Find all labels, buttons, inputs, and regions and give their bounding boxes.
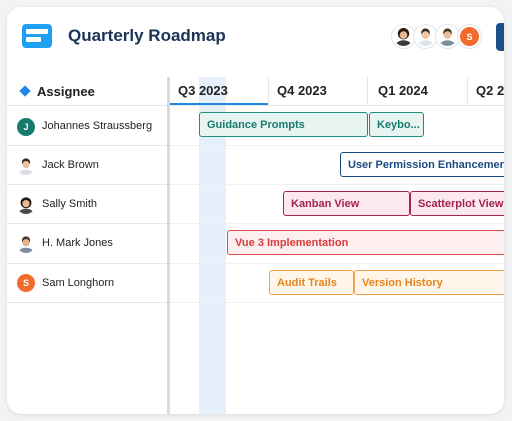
quarter-q4-2023: Q4 2023 <box>277 83 327 98</box>
row-divider <box>170 184 504 185</box>
avatar-letter: J <box>23 122 29 132</box>
quarter-separator <box>367 77 368 105</box>
active-quarter-underline <box>170 103 268 105</box>
header-avatar-1[interactable] <box>392 25 415 48</box>
task-bar-version-history[interactable]: Version History <box>354 270 504 295</box>
header-avatar-2[interactable] <box>414 25 437 48</box>
assignee-column-header[interactable]: Assignee <box>7 77 167 105</box>
header-action-button[interactable] <box>496 23 504 51</box>
assignee-name: Johannes Straussberg <box>42 120 153 132</box>
header-avatar-3[interactable] <box>436 25 459 48</box>
header-divider <box>7 105 504 106</box>
quarter-q3-2023: Q3 2023 <box>178 83 228 98</box>
row-divider <box>7 184 167 185</box>
quarter-q2-2024: Q2 2024 <box>476 83 504 98</box>
row-divider <box>7 302 167 303</box>
row-divider <box>170 145 504 146</box>
assignee-name: Jack Brown <box>42 159 99 171</box>
header-avatar-4-letter: S <box>466 31 473 42</box>
diamond-icon <box>19 85 31 97</box>
avatar[interactable]: S <box>17 274 35 292</box>
quarter-q1-2024: Q1 2024 <box>378 83 428 98</box>
roadmap-card: Quarterly Roadmap S Assignee Q3 2023 Q4 … <box>7 7 504 414</box>
assignee-header-label: Assignee <box>37 84 95 99</box>
task-bar-audit-trails[interactable]: Audit Trails <box>269 270 354 295</box>
row-divider <box>7 145 167 146</box>
task-bar-user-permission-enhancements[interactable]: User Permission Enhancements <box>340 152 504 177</box>
avatar[interactable] <box>17 157 35 175</box>
assignee-name: H. Mark Jones <box>42 237 113 249</box>
assignee-name: Sam Longhorn <box>42 277 115 289</box>
task-bar-scatterplot-view[interactable]: Scatterplot View <box>410 191 504 216</box>
row-divider <box>7 263 167 264</box>
quarter-separator <box>467 77 468 105</box>
column-divider[interactable] <box>167 77 170 414</box>
avatar[interactable]: J <box>17 118 35 136</box>
assignee-name: Sally Smith <box>42 198 98 210</box>
avatar[interactable] <box>17 235 35 253</box>
row-divider <box>7 223 167 224</box>
avatar[interactable] <box>17 196 35 214</box>
task-bar-kanban-view[interactable]: Kanban View <box>283 191 410 216</box>
task-bar-vue-3-implementation[interactable]: Vue 3 Implementation <box>227 230 504 255</box>
roadmap-app-icon <box>22 24 52 48</box>
row-divider <box>170 302 504 303</box>
avatar-letter: S <box>22 278 29 288</box>
row-divider <box>170 223 504 224</box>
quarter-separator <box>268 77 269 105</box>
page-title: Quarterly Roadmap <box>68 26 226 45</box>
task-bar-guidance-prompts[interactable]: Guidance Prompts <box>199 112 368 137</box>
task-bar-keyboard[interactable]: Keybo... <box>369 112 424 137</box>
row-divider <box>170 263 504 264</box>
header-avatar-4[interactable]: S <box>458 25 481 48</box>
